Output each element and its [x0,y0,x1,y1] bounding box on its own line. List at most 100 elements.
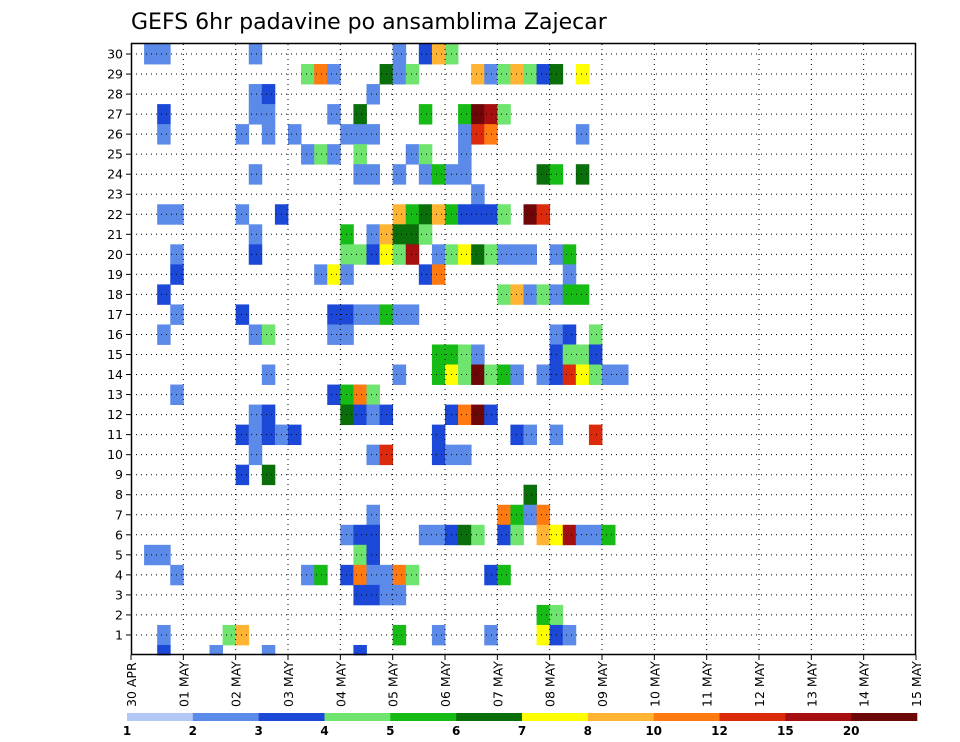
y-tick-label: 16 [107,327,123,342]
colorbar-label: 20 [843,724,860,738]
heatmap-cell [392,304,407,325]
x-tick-label: 15 MAY [909,661,924,707]
heatmap-cell [484,404,498,426]
heatmap-cell [497,104,511,125]
y-tick-label: 17 [107,307,123,322]
heatmap-cell [418,104,433,125]
heatmap-cell [366,384,380,405]
heatmap-cell [366,164,380,185]
heatmap-cell [575,344,590,365]
heatmap-cell [261,644,276,656]
colorbar-label: 2 [189,724,197,738]
heatmap-cell [366,584,380,606]
heatmap-cell [588,524,603,546]
colorbar-label: 6 [452,724,460,738]
heatmap-cell [261,124,276,145]
y-tick-label: 11 [107,427,123,442]
heatmap-cell [144,44,158,65]
colorbar: 1 2 3 4 5 6 7 8 10 12 15 20 [123,713,918,738]
heatmap-cell [340,564,354,586]
x-axis: 30 APR 01 MAY 02 MAY 03 MAY 04 MAY 05 MAY 06 M… [124,655,924,707]
heatmap-cell [431,44,446,65]
heatmap-cell [431,444,446,466]
heatmap-cell [235,204,250,225]
heatmap-cell [588,344,603,365]
y-tick-label: 6 [115,527,123,542]
heatmap-cell [314,144,328,165]
heatmap-cell [523,244,537,265]
heatmap-cell [340,124,354,145]
heatmap-cell [327,104,341,125]
heatmap-cell [497,244,511,265]
colorbar-label: 8 [584,724,592,738]
heatmap-cell [588,364,603,385]
heatmap-cell [340,324,354,345]
heatmap-cell [366,304,380,325]
heatmap-cell [340,244,354,265]
heatmap-cell [405,224,420,245]
heatmap-cell [353,304,367,325]
colorbar-label: 12 [711,724,728,738]
y-tick-label: 3 [115,587,123,602]
heatmap-cell [248,404,263,426]
heatmap-cell [157,644,171,656]
colorbar-swatch [851,713,918,721]
colorbar-swatch [258,713,325,721]
x-tick-label: 06 MAY [438,661,453,707]
heatmap-cell [471,184,485,205]
heatmap-cell [575,64,590,85]
heatmap-cell [431,424,446,446]
y-axis: 1234567891011121314151617181920212223242… [107,47,131,642]
y-tick-label: 25 [107,147,123,162]
colorbar-label: 3 [254,724,262,738]
heatmap-cell [392,244,407,265]
heatmap-cell [471,104,485,125]
x-tick-label: 10 MAY [647,661,662,707]
heatmap-cell [431,624,446,646]
heatmap-cell [458,164,472,185]
x-tick-label: 11 MAY [700,661,715,707]
y-tick-label: 8 [115,487,123,502]
colorbar-swatch [127,713,194,721]
heatmap-cell [392,564,407,586]
y-tick-label: 1 [115,627,123,642]
heatmap-cell [405,204,420,225]
heatmap-cell [392,624,407,646]
colorbar-label: 1 [123,724,131,738]
heatmap-cell [458,344,472,365]
heatmap-cell [431,524,446,546]
heatmap-cell [235,464,250,486]
x-tick-label: 02 MAY [229,661,244,707]
heatmap-cell [405,564,420,586]
heatmap-cell [366,404,380,426]
x-tick-label: 05 MAY [386,661,401,707]
heatmap-cell [523,204,537,225]
heatmap-cell [418,204,433,225]
heatmap-cell [418,224,433,245]
heatmap-cell [431,344,446,365]
colorbar-label: 5 [386,724,394,738]
y-tick-label: 30 [107,47,123,62]
heatmap-cell [353,104,367,125]
heatmap-cell [366,564,380,586]
heatmap-cell [327,324,341,345]
colorbar-swatch [192,713,259,721]
heatmap-cell [562,284,577,305]
heatmap-cell [340,384,354,405]
heatmap-cell [575,524,590,546]
heatmap-cell [562,324,577,345]
heatmap-cell [157,204,171,225]
heatmap-cell [458,204,472,225]
heatmap-cell [366,544,380,566]
heatmap-cell [562,264,577,285]
heatmap-cell [536,164,551,185]
heatmap-cell [157,624,171,646]
heatmap-cell [157,44,171,65]
heatmap-cell [575,164,590,185]
heatmap-cell [340,524,354,546]
colorbar-swatch [324,713,391,721]
heatmap-cell [536,204,551,225]
y-tick-label: 7 [115,507,123,522]
heatmap-cell [235,304,250,325]
heatmap-cell [458,364,472,385]
